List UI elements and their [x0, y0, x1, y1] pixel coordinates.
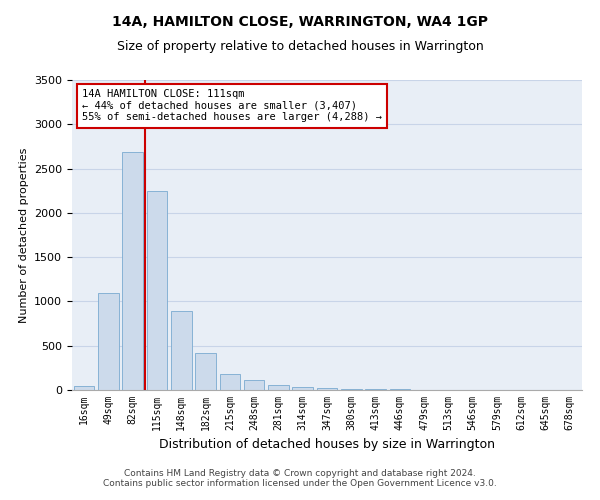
Text: Size of property relative to detached houses in Warrington: Size of property relative to detached ho… [116, 40, 484, 53]
X-axis label: Distribution of detached houses by size in Warrington: Distribution of detached houses by size … [159, 438, 495, 452]
Text: Contains public sector information licensed under the Open Government Licence v3: Contains public sector information licen… [103, 478, 497, 488]
Bar [317, 388, 337, 390]
Text: 14A HAMILTON CLOSE: 111sqm
← 44% of detached houses are smaller (3,407)
55% of s: 14A HAMILTON CLOSE: 111sqm ← 44% of deta… [82, 90, 382, 122]
Bar [146, 190, 167, 390]
Text: Contains HM Land Registry data © Crown copyright and database right 2024.: Contains HM Land Registry data © Crown c… [124, 470, 476, 478]
Bar [292, 386, 313, 390]
Text: 14A, HAMILTON CLOSE, WARRINGTON, WA4 1GP: 14A, HAMILTON CLOSE, WARRINGTON, WA4 1GP [112, 15, 488, 29]
Bar [74, 386, 94, 390]
Bar [341, 389, 362, 390]
Bar [122, 152, 143, 390]
Bar [98, 294, 119, 390]
Bar [220, 374, 240, 390]
Bar [268, 385, 289, 390]
Y-axis label: Number of detached properties: Number of detached properties [19, 148, 29, 322]
Bar [171, 311, 191, 390]
Bar [195, 353, 216, 390]
Bar [244, 380, 265, 390]
